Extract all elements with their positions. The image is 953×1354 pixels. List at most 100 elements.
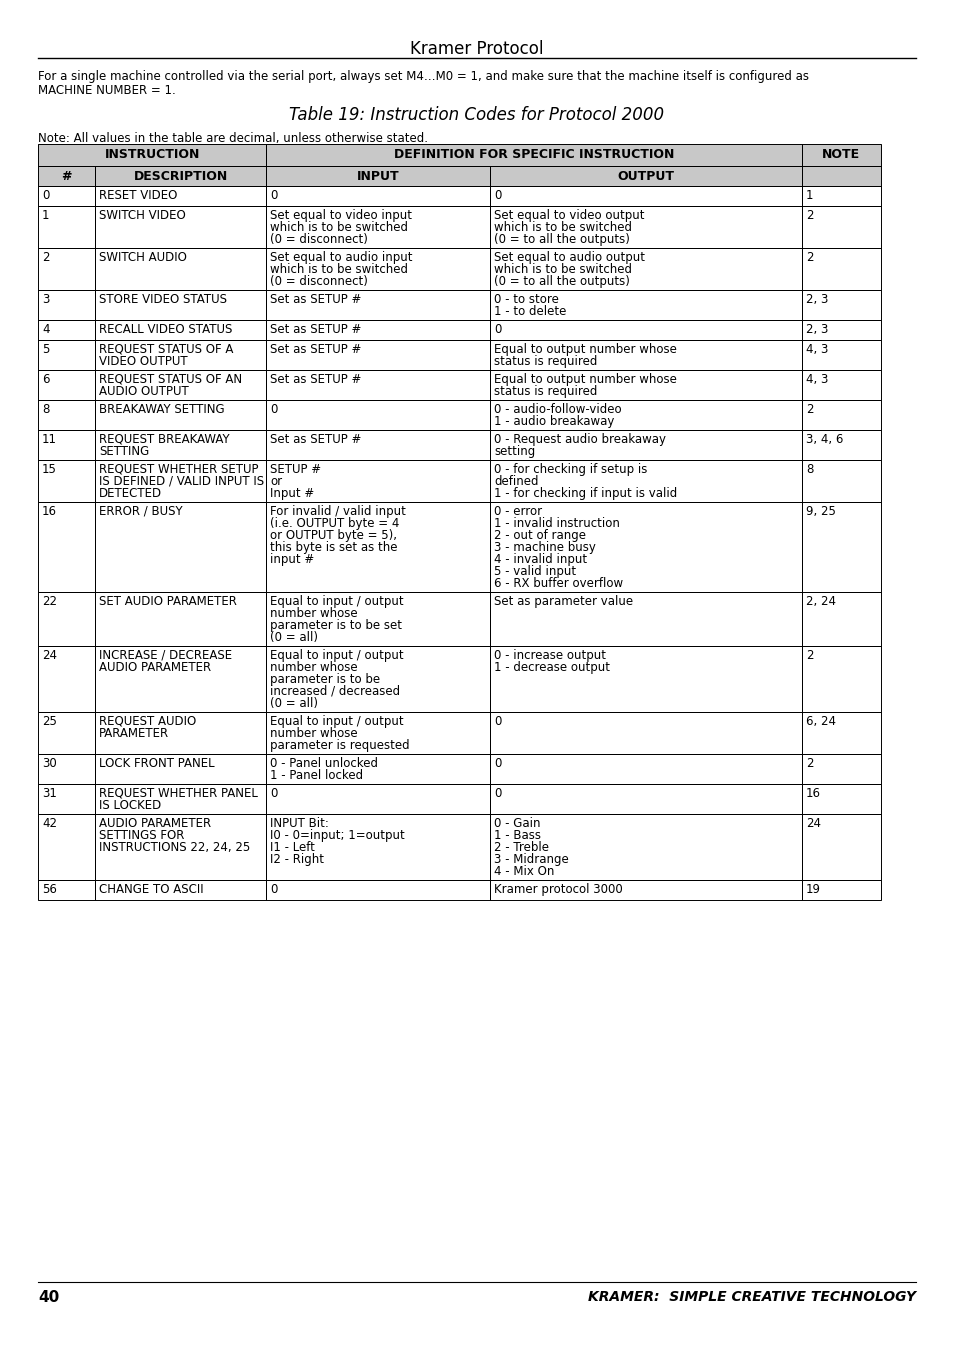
Bar — [95, 399, 266, 431]
Text: or: or — [270, 475, 282, 487]
Text: INPUT Bit:: INPUT Bit: — [270, 816, 329, 830]
Text: Equal to output number whose: Equal to output number whose — [494, 372, 677, 386]
Bar — [490, 712, 801, 754]
Text: 2, 3: 2, 3 — [805, 292, 827, 306]
Text: Set equal to audio output: Set equal to audio output — [494, 250, 644, 264]
Bar — [266, 712, 490, 754]
Bar — [266, 880, 490, 900]
Text: For invalid / valid input: For invalid / valid input — [270, 505, 406, 519]
Bar — [801, 320, 880, 340]
Bar — [95, 712, 266, 754]
Text: 2: 2 — [805, 250, 813, 264]
Text: REQUEST WHETHER SETUP: REQUEST WHETHER SETUP — [99, 463, 258, 477]
Bar — [95, 502, 266, 592]
Text: (0 = disconnect): (0 = disconnect) — [270, 233, 368, 246]
Bar — [490, 167, 801, 185]
Bar — [490, 320, 801, 340]
Text: 30: 30 — [42, 757, 56, 770]
Bar — [38, 248, 95, 290]
Bar — [266, 784, 490, 814]
Text: Note: All values in the table are decimal, unless otherwise stated.: Note: All values in the table are decima… — [38, 131, 428, 145]
Text: DEFINITION FOR SPECIFIC INSTRUCTION: DEFINITION FOR SPECIFIC INSTRUCTION — [394, 149, 674, 161]
Bar — [266, 167, 490, 185]
Text: #: # — [61, 169, 71, 183]
Bar — [801, 340, 880, 370]
Bar — [801, 460, 880, 502]
Text: 0: 0 — [494, 757, 501, 770]
Text: (0 = disconnect): (0 = disconnect) — [270, 275, 368, 288]
Bar — [38, 880, 95, 900]
Bar — [38, 399, 95, 431]
Text: input #: input # — [270, 552, 314, 566]
Bar — [490, 754, 801, 784]
Text: increased / decreased: increased / decreased — [270, 685, 400, 699]
Bar — [801, 167, 880, 185]
Text: 40: 40 — [38, 1290, 59, 1305]
Bar — [801, 880, 880, 900]
Bar — [801, 206, 880, 248]
Text: RECALL VIDEO STATUS: RECALL VIDEO STATUS — [99, 324, 233, 336]
Bar — [266, 502, 490, 592]
Bar — [38, 206, 95, 248]
Bar — [95, 814, 266, 880]
Text: 0 - Gain: 0 - Gain — [494, 816, 540, 830]
Text: 42: 42 — [42, 816, 57, 830]
Bar — [801, 248, 880, 290]
Bar — [266, 592, 490, 646]
Text: 22: 22 — [42, 594, 57, 608]
Text: AUDIO PARAMETER: AUDIO PARAMETER — [99, 661, 211, 674]
Text: or OUTPUT byte = 5),: or OUTPUT byte = 5), — [270, 529, 396, 542]
Bar — [490, 784, 801, 814]
Bar — [490, 646, 801, 712]
Text: 2 - Treble: 2 - Treble — [494, 841, 549, 854]
Bar — [38, 320, 95, 340]
Text: 16: 16 — [42, 505, 57, 519]
Bar — [490, 340, 801, 370]
Text: parameter is requested: parameter is requested — [270, 739, 410, 751]
Bar — [38, 340, 95, 370]
Text: Input #: Input # — [270, 487, 314, 500]
Bar — [95, 248, 266, 290]
Text: which is to be switched: which is to be switched — [494, 263, 632, 276]
Text: 11: 11 — [42, 433, 57, 445]
Text: 31: 31 — [42, 787, 57, 800]
Text: 1 - decrease output: 1 - decrease output — [494, 661, 610, 674]
Text: MACHINE NUMBER = 1.: MACHINE NUMBER = 1. — [38, 84, 175, 97]
Bar — [490, 460, 801, 502]
Bar — [801, 754, 880, 784]
Text: Set equal to audio input: Set equal to audio input — [270, 250, 413, 264]
Bar — [95, 880, 266, 900]
Bar — [266, 460, 490, 502]
Text: 4 - Mix On: 4 - Mix On — [494, 865, 554, 877]
Bar — [801, 592, 880, 646]
Text: status is required: status is required — [494, 355, 597, 368]
Bar — [801, 502, 880, 592]
Bar — [95, 370, 266, 399]
Text: Set as parameter value: Set as parameter value — [494, 594, 633, 608]
Text: Set as SETUP #: Set as SETUP # — [270, 324, 361, 336]
Bar — [95, 460, 266, 502]
Text: 3 - Midrange: 3 - Midrange — [494, 853, 568, 867]
Bar — [266, 646, 490, 712]
Bar — [801, 370, 880, 399]
Text: Set equal to video input: Set equal to video input — [270, 209, 412, 222]
Bar — [266, 167, 490, 185]
Text: SETUP #: SETUP # — [270, 463, 321, 477]
Text: Set as SETUP #: Set as SETUP # — [270, 433, 361, 445]
Text: 3, 4, 6: 3, 4, 6 — [805, 433, 842, 445]
Text: Set equal to video output: Set equal to video output — [494, 209, 644, 222]
Text: 0 - Request audio breakaway: 0 - Request audio breakaway — [494, 433, 665, 445]
Bar — [266, 144, 801, 167]
Text: Equal to input / output: Equal to input / output — [270, 594, 403, 608]
Text: 4: 4 — [42, 324, 50, 336]
Text: SETTING: SETTING — [99, 445, 150, 458]
Text: 5: 5 — [42, 343, 50, 356]
Text: RESET VIDEO: RESET VIDEO — [99, 190, 177, 202]
Text: Equal to input / output: Equal to input / output — [270, 649, 403, 662]
Bar — [38, 290, 95, 320]
Text: Set as SETUP #: Set as SETUP # — [270, 292, 361, 306]
Text: 1 - audio breakaway: 1 - audio breakaway — [494, 414, 614, 428]
Text: 3: 3 — [42, 292, 50, 306]
Text: 0 - to store: 0 - to store — [494, 292, 558, 306]
Bar — [801, 185, 880, 206]
